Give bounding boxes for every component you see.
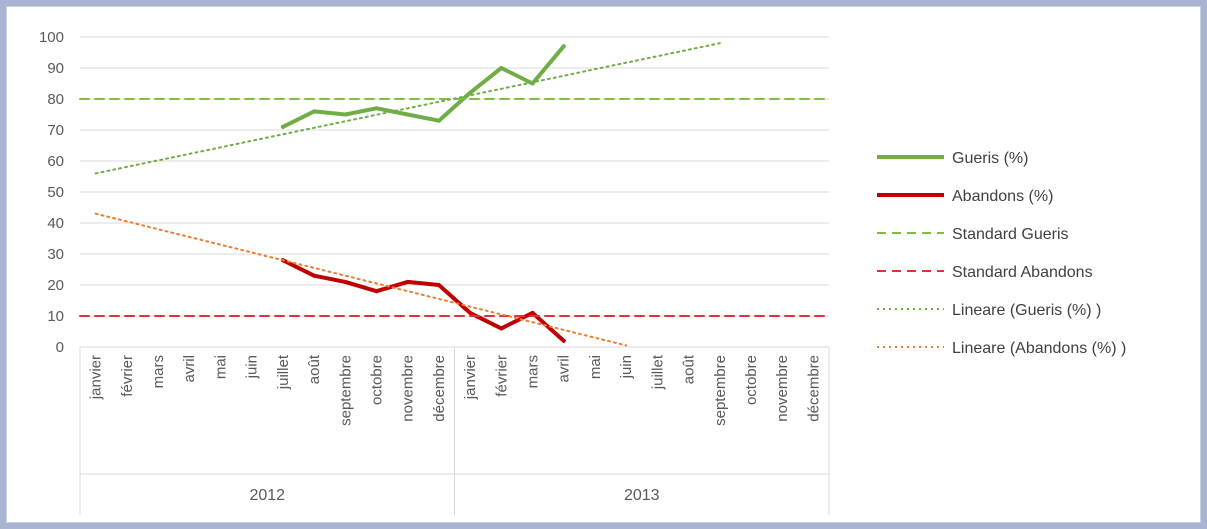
x-tick-label: août: [681, 354, 698, 384]
y-tick-label: 0: [56, 339, 64, 356]
year-label: 2013: [624, 487, 660, 504]
legend-label: Abandons (%): [952, 188, 1053, 205]
trend-line-5: [94, 212, 628, 347]
series-line-1: [280, 258, 566, 343]
y-tick-label: 50: [47, 184, 64, 201]
data-point: [343, 112, 348, 117]
chart-frame: [6, 6, 1201, 523]
x-tick-label: janvier: [462, 355, 479, 400]
x-tick-label: novembre: [400, 355, 417, 422]
year-label: 2012: [249, 487, 285, 504]
data-point: [343, 279, 348, 284]
x-tick-label: mars: [150, 355, 167, 388]
y-tick-label: 70: [47, 122, 64, 139]
y-tick-label: 60: [47, 153, 64, 170]
data-point: [280, 124, 285, 129]
legend-label: Standard Abandons: [952, 264, 1093, 281]
x-tick-label: août: [306, 354, 323, 384]
x-tick-label: mars: [525, 355, 542, 388]
legend-label: Standard Gueris: [952, 226, 1069, 243]
y-tick-label: 30: [47, 246, 64, 263]
y-tick-label: 10: [47, 308, 64, 325]
x-tick-label: mai: [587, 355, 604, 379]
data-point: [436, 118, 441, 123]
x-tick-label: septembre: [712, 355, 729, 426]
x-tick-label: décembre: [431, 355, 448, 422]
data-point: [436, 283, 441, 287]
y-tick-label: 90: [47, 60, 64, 77]
data-point: [374, 106, 379, 111]
data-point: [312, 273, 317, 278]
y-tick-label: 40: [47, 215, 64, 232]
data-point: [468, 310, 473, 315]
x-tick-label: juin: [618, 355, 635, 379]
x-tick-label: mai: [212, 355, 229, 379]
y-tick-label: 20: [47, 277, 64, 294]
data-point: [468, 90, 473, 95]
legend-label: Gueris (%): [952, 150, 1028, 167]
data-point: [374, 289, 379, 294]
data-point: [530, 310, 535, 315]
legend-label: Lineare (Gueris (%) ): [952, 302, 1101, 319]
x-tick-label: octobre: [743, 355, 760, 405]
legend-label: Lineare (Abandons (%) ): [952, 340, 1126, 357]
x-tick-label: juillet: [275, 354, 292, 390]
x-tick-label: janvier: [88, 355, 105, 400]
x-tick-label: octobre: [368, 355, 385, 405]
x-tick-label: février: [119, 355, 136, 397]
y-tick-label: 100: [39, 29, 64, 46]
x-tick-label: avril: [181, 355, 198, 383]
x-tick-label: septembre: [337, 355, 354, 426]
trend-line-4: [94, 42, 721, 175]
data-point: [312, 109, 317, 114]
x-tick-label: novembre: [774, 355, 791, 422]
data-point: [405, 112, 410, 117]
x-tick-label: février: [493, 355, 510, 397]
x-tick-label: juillet: [649, 354, 666, 390]
data-point: [405, 279, 410, 284]
data-point: [561, 44, 566, 49]
data-point: [499, 66, 504, 70]
x-tick-label: avril: [556, 355, 573, 383]
x-tick-label: décembre: [805, 355, 822, 422]
data-point: [499, 326, 504, 331]
x-tick-label: juin: [244, 355, 261, 379]
series-line-0: [280, 44, 566, 129]
y-tick-label: 80: [47, 91, 64, 108]
data-point: [561, 338, 566, 343]
